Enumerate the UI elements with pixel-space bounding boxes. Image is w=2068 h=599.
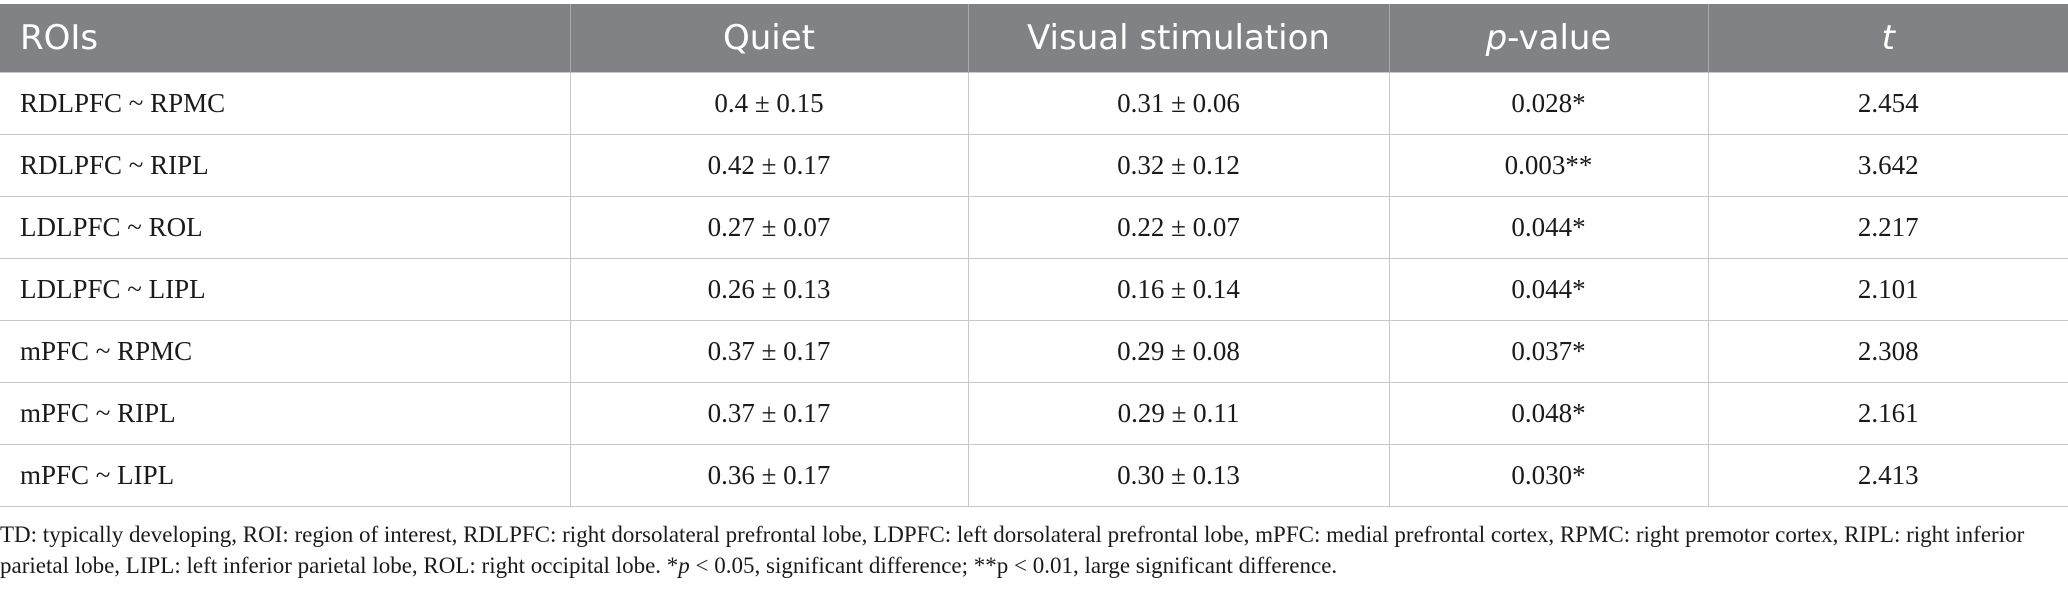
cell-roi: RDLPFC ~ RIPL xyxy=(0,134,570,197)
cell-t: 3.642 xyxy=(1707,134,2068,197)
cell-t: 2.217 xyxy=(1707,196,2068,259)
cell-quiet: 0.36 ± 0.17 xyxy=(569,444,968,507)
footnote-text-part1: TD: typically developing, ROI: region of… xyxy=(0,522,2025,578)
table-row: RDLPFC ~ RPMC 0.4 ± 0.15 0.31 ± 0.06 0.0… xyxy=(0,72,2068,135)
header-p-suffix: -value xyxy=(1507,18,1612,58)
footnote-p-italic: p xyxy=(678,553,690,578)
cell-visual: 0.31 ± 0.06 xyxy=(967,72,1389,135)
cell-p-value: 0.003** xyxy=(1388,134,1708,197)
table-row: LDLPFC ~ LIPL 0.26 ± 0.13 0.16 ± 0.14 0.… xyxy=(0,258,2068,321)
footnote-text-part2: < 0.05, significant difference; **p < 0.… xyxy=(689,553,1338,578)
cell-p-value: 0.030* xyxy=(1388,444,1708,507)
table-header: ROIs Quiet Visual stimulation p-value t xyxy=(0,4,2068,73)
cell-quiet: 0.42 ± 0.17 xyxy=(569,134,968,197)
cell-quiet: 0.26 ± 0.13 xyxy=(569,258,968,321)
cell-visual: 0.29 ± 0.08 xyxy=(967,320,1389,383)
cell-quiet: 0.27 ± 0.07 xyxy=(569,196,968,259)
header-p-italic: p xyxy=(1485,18,1508,58)
cell-visual: 0.16 ± 0.14 xyxy=(967,258,1389,321)
cell-t: 2.308 xyxy=(1707,320,2068,383)
table-row: mPFC ~ RIPL 0.37 ± 0.17 0.29 ± 0.11 0.04… xyxy=(0,382,2068,445)
header-rois: ROIs xyxy=(0,4,570,73)
cell-t: 2.454 xyxy=(1707,72,2068,135)
cell-roi: mPFC ~ LIPL xyxy=(0,444,570,507)
cell-t: 2.101 xyxy=(1707,258,2068,321)
header-t-label: t xyxy=(1881,18,1895,58)
header-quiet: Quiet xyxy=(569,4,968,73)
cell-roi: mPFC ~ RIPL xyxy=(0,382,570,445)
cell-quiet: 0.4 ± 0.15 xyxy=(569,72,968,135)
cell-visual: 0.30 ± 0.13 xyxy=(967,444,1389,507)
table-body: RDLPFC ~ RPMC 0.4 ± 0.15 0.31 ± 0.06 0.0… xyxy=(0,72,2068,507)
header-t: t xyxy=(1707,4,2068,73)
cell-p-value: 0.044* xyxy=(1388,258,1708,321)
results-table-container: ROIs Quiet Visual stimulation p-value t … xyxy=(0,4,2068,507)
cell-visual: 0.22 ± 0.07 xyxy=(967,196,1389,259)
cell-p-value: 0.028* xyxy=(1388,72,1708,135)
cell-p-value: 0.048* xyxy=(1388,382,1708,445)
table-row: mPFC ~ RPMC 0.37 ± 0.17 0.29 ± 0.08 0.03… xyxy=(0,320,2068,383)
cell-roi: RDLPFC ~ RPMC xyxy=(0,72,570,135)
cell-quiet: 0.37 ± 0.17 xyxy=(569,382,968,445)
cell-t: 2.413 xyxy=(1707,444,2068,507)
cell-visual: 0.29 ± 0.11 xyxy=(967,382,1389,445)
cell-p-value: 0.044* xyxy=(1388,196,1708,259)
header-p-value: p-value xyxy=(1388,4,1708,73)
cell-t: 2.161 xyxy=(1707,382,2068,445)
cell-quiet: 0.37 ± 0.17 xyxy=(569,320,968,383)
table-row: RDLPFC ~ RIPL 0.42 ± 0.17 0.32 ± 0.12 0.… xyxy=(0,134,2068,197)
table-row: mPFC ~ LIPL 0.36 ± 0.17 0.30 ± 0.13 0.03… xyxy=(0,444,2068,507)
cell-roi: LDLPFC ~ ROL xyxy=(0,196,570,259)
cell-roi: mPFC ~ RPMC xyxy=(0,320,570,383)
cell-visual: 0.32 ± 0.12 xyxy=(967,134,1389,197)
table-footnote: TD: typically developing, ROI: region of… xyxy=(0,519,2060,581)
header-visual-stimulation: Visual stimulation xyxy=(967,4,1389,73)
table-row: LDLPFC ~ ROL 0.27 ± 0.07 0.22 ± 0.07 0.0… xyxy=(0,196,2068,259)
results-table: ROIs Quiet Visual stimulation p-value t … xyxy=(0,4,2068,507)
header-row: ROIs Quiet Visual stimulation p-value t xyxy=(0,4,2068,73)
cell-p-value: 0.037* xyxy=(1388,320,1708,383)
cell-roi: LDLPFC ~ LIPL xyxy=(0,258,570,321)
